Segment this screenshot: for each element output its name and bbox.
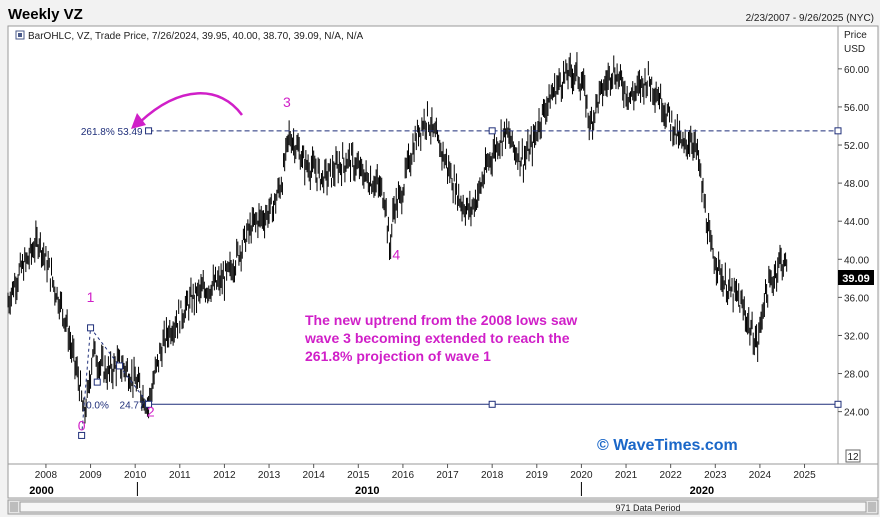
x-tick-label: 2008 — [35, 470, 58, 481]
price-axis-panel — [837, 25, 879, 465]
y-tick-label: 44.00 — [844, 217, 869, 228]
scroll-thumb[interactable] — [19, 501, 867, 513]
wave-label-0: 0 — [78, 418, 86, 434]
y-tick-label: 60.00 — [844, 65, 869, 76]
y-tick-label: 48.00 — [844, 179, 869, 190]
x-tick-label: 2010 — [124, 470, 147, 481]
level-handle[interactable] — [834, 400, 842, 408]
level-label: 0.0% — [86, 400, 109, 411]
price-label: Price — [844, 30, 867, 41]
wave-label-3: 3 — [283, 94, 291, 110]
date-range: 2/23/2007 - 9/26/2025 (NYC) — [746, 13, 874, 24]
y-tick-label: 56.00 — [844, 103, 869, 114]
level-handle[interactable] — [488, 400, 496, 408]
level-handle[interactable] — [145, 400, 153, 408]
x-tick-label: 2025 — [793, 470, 816, 481]
scroll-left-icon[interactable] — [10, 502, 18, 512]
last-price-tag: 39.09 — [838, 270, 874, 285]
scroll-right-icon[interactable] — [868, 502, 876, 512]
y-axis-ticks: 24.00 28.00 32.00 36.00 40.00 44.00 48.00 52.00… — [838, 65, 869, 419]
y-tick-label: 24.00 — [844, 408, 869, 419]
annotation-line-3: 261.8% projection of wave 1 — [305, 348, 491, 364]
annotation-line-2: wave 3 becoming extended to reach the — [304, 330, 570, 346]
curved-arrow-icon — [131, 92, 244, 129]
side-counter-value: 12 — [847, 452, 859, 463]
decade-axis: 2000 2010 2020 — [29, 482, 714, 497]
plot-area — [7, 25, 839, 465]
level-handle[interactable] — [145, 127, 153, 135]
projection-handle[interactable] — [87, 324, 95, 332]
level-value-label: 24.77 — [120, 400, 145, 411]
y-tick-label: 32.00 — [844, 331, 869, 342]
x-tick-label: 2022 — [660, 470, 683, 481]
time-scrollbar[interactable]: 971 Data Period — [7, 499, 879, 515]
last-price-value: 39.09 — [842, 273, 870, 285]
x-tick-label: 2011 — [169, 470, 191, 481]
x-axis-ticks: 2008 2009 2010 2011 2012 2013 2014 2015 2016 2017… — [35, 464, 816, 481]
side-counter-box: 12 — [845, 449, 861, 463]
settings-icon[interactable] — [15, 30, 25, 40]
x-tick-label: 2014 — [303, 470, 326, 481]
chart-title: Weekly VZ — [8, 6, 83, 23]
time-axis-panel — [7, 463, 879, 499]
wave-label-1: 1 — [87, 289, 95, 305]
x-tick-label: 2012 — [213, 470, 236, 481]
data-period-label: 971 Data Period — [615, 503, 680, 513]
level-label: 261.8% 53.49 — [81, 127, 143, 138]
x-tick-label: 2020 — [570, 470, 593, 481]
wave-label-2: 2 — [147, 403, 155, 419]
level-handle[interactable] — [834, 127, 842, 135]
watermark: © WaveTimes.com — [597, 437, 738, 454]
x-tick-label: 2017 — [436, 470, 459, 481]
x-tick-label: 2013 — [258, 470, 281, 481]
annotation-line-1: The new uptrend from the 2008 lows saw — [305, 312, 577, 328]
x-tick-label: 2023 — [704, 470, 727, 481]
y-tick-label: 36.00 — [844, 293, 869, 304]
y-tick-label: 28.00 — [844, 370, 869, 381]
info-line: BarOHLC, VZ, Trade Price, 7/26/2024, 39.… — [28, 31, 364, 42]
decade-label: 2020 — [690, 485, 714, 497]
wave-label-4: 4 — [392, 246, 400, 262]
wave-labels: 0 1 2 3 4 — [78, 94, 401, 434]
projection-handle[interactable] — [93, 378, 101, 386]
x-tick-label: 2024 — [749, 470, 772, 481]
x-tick-label: 2016 — [392, 470, 415, 481]
y-tick-label: 40.00 — [844, 255, 869, 266]
x-tick-label: 2019 — [526, 470, 549, 481]
y-tick-label: 52.00 — [844, 141, 869, 152]
projection-handle[interactable] — [116, 362, 124, 370]
x-tick-label: 2009 — [79, 470, 102, 481]
fib-levels: 261.8% 53.49 0.0% 24.77 — [78, 127, 842, 439]
x-tick-label: 2021 — [615, 470, 638, 481]
level-handle[interactable] — [488, 127, 496, 135]
decade-label: 2010 — [355, 485, 379, 497]
x-tick-label: 2015 — [347, 470, 370, 481]
x-tick-label: 2018 — [481, 470, 504, 481]
currency-label: USD — [844, 44, 865, 55]
decade-label: 2000 — [29, 485, 53, 497]
projection-handle[interactable] — [78, 431, 86, 439]
